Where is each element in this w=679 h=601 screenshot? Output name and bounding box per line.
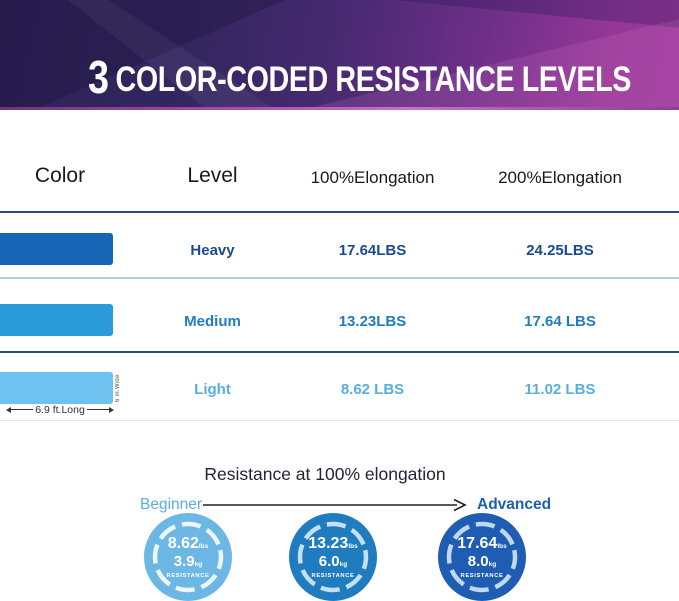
column-header-level: Level (187, 164, 238, 187)
band-width-label: 6 in.Wide (115, 374, 121, 402)
badge-lbs-value: 17.64lbs (457, 535, 506, 553)
row-separator (0, 420, 679, 421)
badge-lbs-value: 13.23lbs (308, 535, 357, 553)
title-number: 3 (88, 51, 109, 103)
kg-unit: kg (194, 561, 203, 568)
elongation-200-value: 11.02 LBS (524, 381, 596, 398)
badge-caption: RESISTANCE (166, 572, 210, 579)
page-title: 3 COLOR-CODED RESISTANCE LEVELS (88, 50, 631, 104)
lbs-number: 13.23 (308, 535, 349, 553)
badge-kg-value: 6.0kg (319, 553, 347, 571)
footer-title: Resistance at 100% elongation (204, 464, 446, 484)
beginner-label: Beginner (140, 496, 203, 513)
lbs-number: 8.62 (167, 535, 199, 553)
kg-unit: kg (339, 561, 348, 568)
level-label: Medium (184, 313, 241, 330)
column-header-200-elongation: 200%Elongation (498, 168, 622, 187)
elongation-200-value: 24.25LBS (526, 242, 594, 259)
badge-kg-value: 8.0kg (468, 553, 496, 571)
kg-number: 6.0 (318, 553, 340, 570)
badge-caption: RESISTANCE (460, 572, 504, 579)
advanced-label: Advanced (477, 496, 552, 513)
elongation-100-value: 17.64LBS (338, 242, 407, 259)
kg-unit: kg (488, 561, 497, 568)
header-banner: 3 COLOR-CODED RESISTANCE LEVELS (0, 0, 679, 107)
resistance-badge-light: 8.62lbs 3.9kg RESISTANCE (144, 513, 232, 601)
header-separator (0, 211, 679, 213)
level-label: Heavy (190, 242, 235, 259)
dashed-ring-icon (297, 521, 369, 593)
level-label: Light (194, 381, 231, 398)
badge-lbs-value: 8.62lbs (168, 535, 209, 553)
dashed-ring-icon (152, 521, 224, 593)
kg-number: 8.0 (467, 553, 489, 570)
arrow-line (86, 409, 109, 410)
lbs-unit: lbs (198, 543, 209, 551)
kg-number: 3.9 (173, 553, 195, 570)
row-separator (0, 351, 679, 353)
badge-kg-value: 3.9kg (174, 553, 202, 571)
elongation-100-value: 8.62 LBS (340, 381, 405, 398)
arrow-left-icon (6, 406, 11, 413)
lbs-number: 17.64 (457, 535, 498, 553)
elongation-100-value: 13.23LBS (338, 313, 407, 330)
beginner-to-advanced-arrow-icon (203, 498, 467, 512)
lbs-unit: lbs (497, 543, 507, 551)
resistance-badge-medium: 13.23lbs 6.0kg RESISTANCE (289, 513, 377, 601)
band-length-label: 6.9 ft.Long (35, 403, 85, 416)
badge-caption: RESISTANCE (311, 572, 355, 579)
arrow-right-icon (109, 406, 114, 413)
color-swatch-light (0, 372, 113, 404)
title-text: COLOR-CODED RESISTANCE LEVELS (115, 60, 632, 99)
color-swatch-medium (0, 304, 113, 336)
arrow-line (11, 409, 34, 410)
dashed-ring-icon (446, 521, 518, 593)
row-separator (0, 277, 679, 279)
column-header-100-elongation: 100%Elongation (310, 168, 435, 187)
column-header-color: Color (34, 164, 86, 187)
lbs-unit: lbs (348, 543, 358, 551)
color-swatch-heavy (0, 233, 113, 265)
band-length-annotation: 6.9 ft.Long (6, 402, 114, 417)
resistance-badge-heavy: 17.64lbs 8.0kg RESISTANCE (438, 513, 526, 601)
banner-bottom-edge (0, 107, 679, 110)
elongation-200-value: 17.64 LBS (524, 313, 596, 330)
